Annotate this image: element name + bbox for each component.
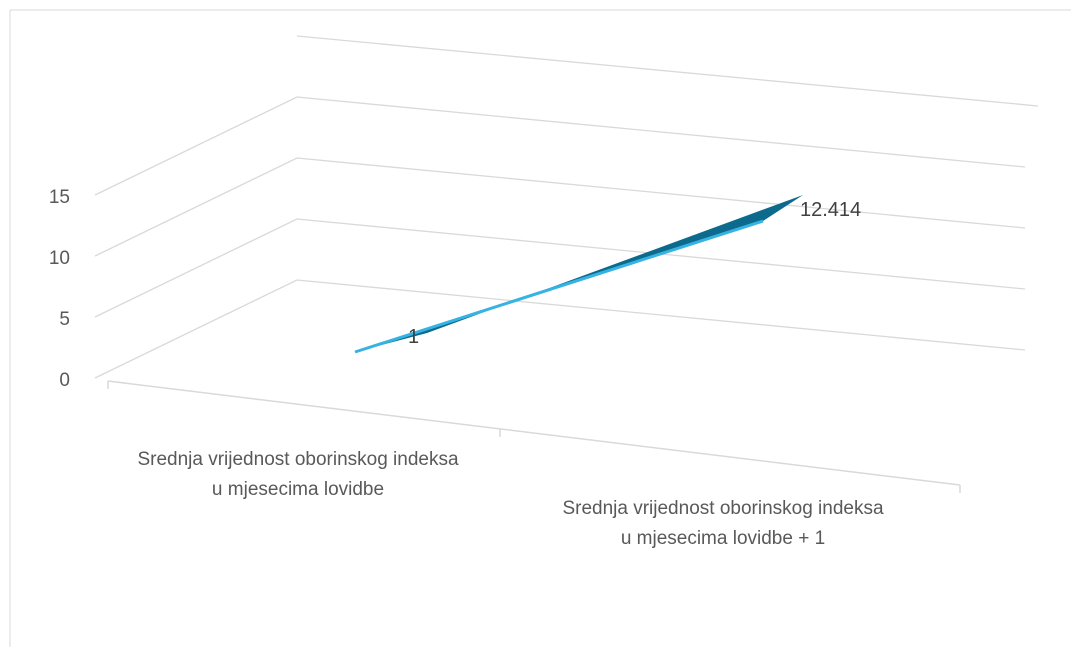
- x-tick-label: Srednja vrijednost oborinskog indeksa u m…: [562, 498, 884, 549]
- data-label: 12.414: [800, 199, 861, 221]
- labels: 1 12.414: [408, 199, 861, 348]
- x-tick-label: Srednja vrijednost oborinskog indeksa u m…: [137, 449, 459, 500]
- gridline: [94, 218, 1026, 318]
- x-axis-line: [107, 380, 961, 486]
- gridline: [94, 96, 1026, 196]
- y-tick-label: 0: [59, 370, 70, 391]
- gridline-top: [296, 35, 1039, 107]
- gridline: [94, 157, 1026, 257]
- series-ribbon-edge: [354, 219, 764, 354]
- y-tick-label: 15: [49, 187, 70, 208]
- y-tick-label: 10: [49, 248, 70, 269]
- gridlines: [94, 35, 1039, 379]
- axes: 0 5 10 15 Srednja vrijednost oborinskog inde…: [49, 187, 961, 549]
- data-label: 1: [408, 326, 419, 348]
- gridline: [94, 279, 1026, 379]
- y-tick-label: 5: [59, 309, 70, 330]
- series-ribbon-top: [355, 195, 803, 352]
- series: [354, 195, 803, 354]
